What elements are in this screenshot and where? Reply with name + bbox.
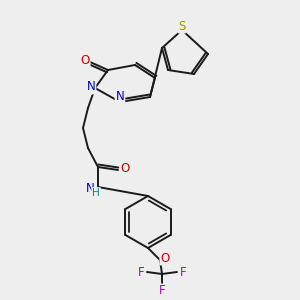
Text: O: O <box>120 163 130 176</box>
Text: N: N <box>116 91 124 103</box>
Text: F: F <box>159 284 165 298</box>
Text: O: O <box>160 251 169 265</box>
Text: N: N <box>85 182 94 194</box>
Text: F: F <box>138 266 144 278</box>
Text: S: S <box>178 20 186 32</box>
Text: H: H <box>92 188 100 198</box>
Text: O: O <box>80 53 90 67</box>
Text: N: N <box>87 80 95 94</box>
Text: F: F <box>180 266 186 278</box>
